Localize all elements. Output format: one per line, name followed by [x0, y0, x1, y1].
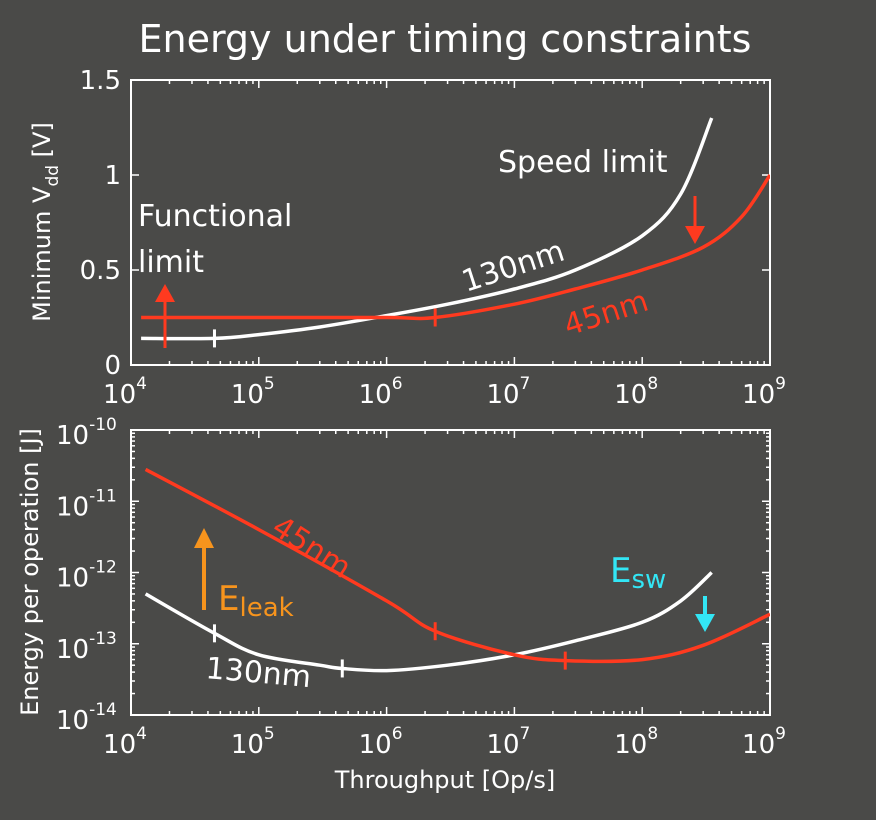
series-line-130nm — [144, 571, 713, 673]
x-tick-label: 104 — [103, 724, 147, 760]
x-tick-label: 108 — [614, 724, 658, 760]
vdd-panel: 104 105 106 107 108 109 0 0.5 1 1.5 Minimum Vdd … — [28, 66, 786, 410]
x-tick-label: 105 — [231, 374, 275, 410]
energy-panel: 104 105 106 107 108 109 10-1010-1110-1210-131… — [16, 415, 786, 794]
vdd-axis-ticks — [130, 79, 770, 366]
series-line-45nm — [144, 467, 770, 664]
functional-limit-arrow — [155, 284, 175, 348]
energy-y-axis-label: Energy per operation [J] — [16, 428, 44, 716]
y-tick-label: 0.5 — [80, 256, 121, 286]
x-tick-label: 108 — [614, 374, 658, 410]
x-tick-label: 107 — [486, 724, 530, 760]
functional-limit-label: Functional — [138, 199, 292, 234]
energy-x-tick-labels: 104 105 106 107 108 109 — [103, 724, 786, 760]
eleak-arrow — [194, 528, 214, 610]
speed-limit-arrow — [685, 196, 705, 244]
speed-limit-label: Speed limit — [498, 145, 668, 180]
x-tick-label: 106 — [359, 374, 403, 410]
y-tick-label: 0 — [104, 351, 121, 381]
eleak-label: Eleak — [218, 579, 294, 623]
vdd-x-tick-labels: 104 105 106 107 108 109 — [103, 374, 786, 410]
series-line-45nm — [141, 174, 770, 321]
chart-title: Energy under timing constraints — [139, 17, 752, 61]
y-tick-label: 10-14 — [56, 700, 117, 736]
y-tick-label: 10-12 — [56, 558, 117, 594]
vdd-series — [141, 117, 770, 348]
esw-arrow — [695, 596, 715, 632]
series-line-130nm — [141, 117, 714, 341]
y-tick-label: 10-10 — [56, 415, 117, 451]
y-tick-label: 10-11 — [56, 486, 117, 522]
x-tick-label: 105 — [231, 724, 275, 760]
esw-label: Esw — [610, 551, 666, 595]
y-tick-label: 1.5 — [80, 66, 121, 96]
x-tick-label: 106 — [359, 724, 403, 760]
vdd-y-tick-labels: 0 0.5 1 1.5 — [80, 66, 121, 381]
x-tick-label: 107 — [486, 374, 530, 410]
x-tick-label: 109 — [742, 724, 786, 760]
x-tick-label: 104 — [103, 374, 147, 410]
x-tick-label: 109 — [742, 374, 786, 410]
y-tick-label: 1 — [104, 161, 121, 191]
energy-y-tick-labels: 10-10 10-11 10-12 10-13 10-14 — [56, 415, 117, 736]
energy-series — [144, 467, 770, 678]
vdd-y-axis-label: Minimum Vdd [V] — [28, 122, 63, 322]
functional-limit-label-line2: limit — [138, 245, 204, 280]
x-axis-label: Throughput [Op/s] — [334, 766, 555, 794]
energy-axis-ticks — [130, 429, 770, 716]
y-tick-label: 10-13 — [56, 629, 117, 665]
